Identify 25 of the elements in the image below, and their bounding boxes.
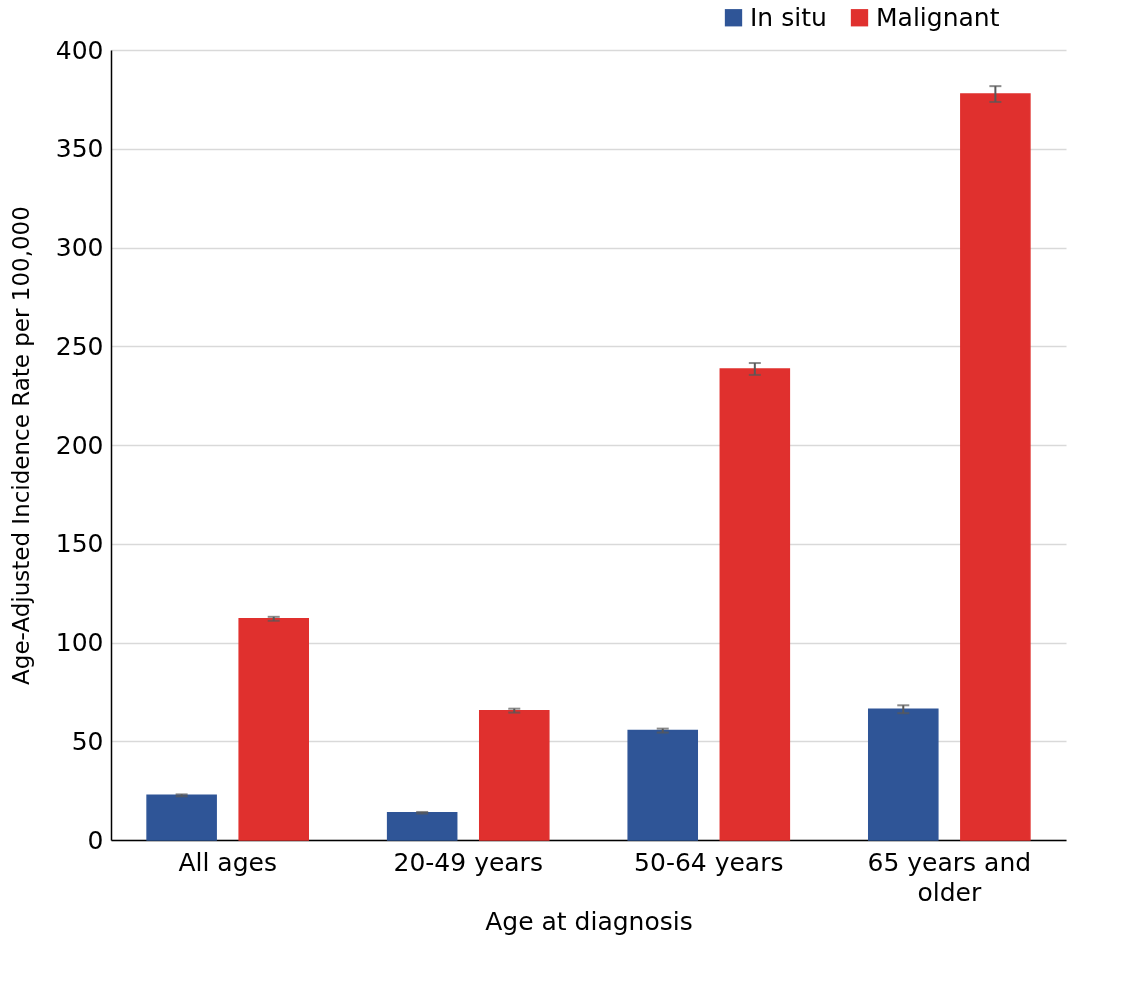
y-tick-label: 200	[55, 430, 104, 460]
bar	[386, 812, 458, 841]
y-tick-label: 100	[55, 628, 104, 657]
x-axis-title: Age at diagnosis	[485, 906, 693, 936]
y-tick-label: 300	[55, 233, 104, 262]
y-tick-label: 0	[87, 825, 104, 855]
x-tick-label: All ages	[178, 847, 277, 877]
legend-label: Malignant	[876, 2, 1000, 32]
x-tick-label: 65 years and older	[867, 847, 1032, 907]
bar	[478, 709, 550, 841]
bar	[960, 93, 1031, 841]
y-tick-label: 150	[55, 529, 104, 559]
bar	[719, 368, 791, 841]
bar	[238, 618, 309, 841]
legend-label: In situ	[750, 2, 827, 32]
y-tick-label: 250	[55, 331, 104, 361]
y-axis-title: Age-Adjusted Incidence Rate per 100,000	[7, 206, 34, 685]
bar	[146, 794, 217, 841]
y-tick-label: 50	[71, 726, 104, 756]
bar	[627, 729, 699, 841]
bar	[868, 708, 939, 841]
y-tick-label: 400	[55, 35, 104, 65]
y-tick-label: 350	[55, 134, 104, 164]
x-tick-label: 50-64 years	[634, 847, 784, 877]
x-tick-label: 20-49 years	[393, 847, 543, 877]
